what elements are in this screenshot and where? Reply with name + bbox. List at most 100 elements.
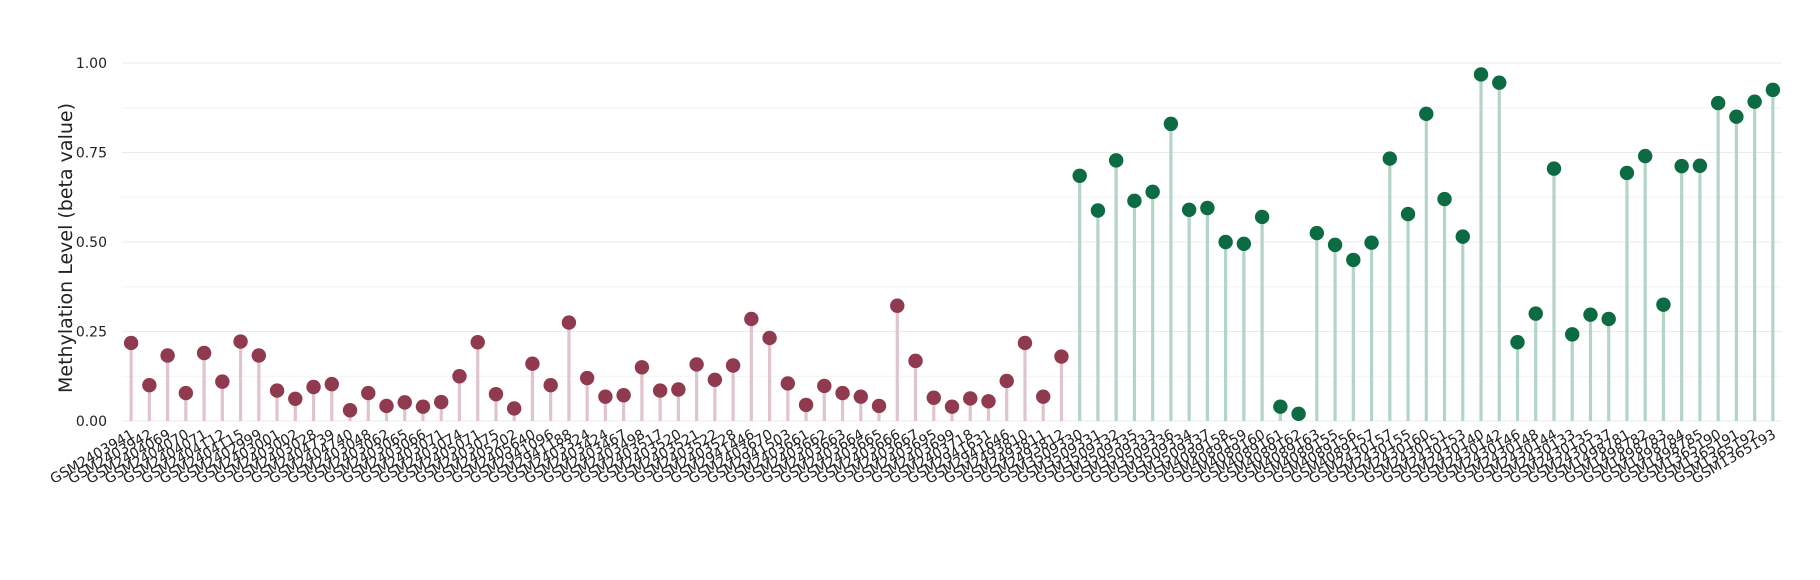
lollipop-point xyxy=(634,360,650,375)
lollipop-point xyxy=(762,330,777,346)
lollipop-stems xyxy=(129,74,1775,421)
lollipop-point xyxy=(963,391,978,406)
lollipop-point xyxy=(616,388,631,403)
lollipop-point xyxy=(1528,306,1543,321)
lollipop-point xyxy=(215,374,230,389)
lollipop-point xyxy=(324,376,339,392)
y-axis-title: Methylation Level (beta value) xyxy=(55,103,77,393)
lollipop-point xyxy=(178,385,194,401)
lollipop-point xyxy=(908,353,923,369)
lollipop-point xyxy=(652,383,668,398)
lollipop-point xyxy=(1036,389,1051,404)
lollipop-point xyxy=(233,334,248,349)
lollipop-point xyxy=(1382,151,1398,166)
lollipop-point xyxy=(1108,153,1124,168)
lollipop-point xyxy=(543,378,558,393)
lollipop-point xyxy=(1656,297,1671,312)
lollipop-point xyxy=(1218,234,1233,250)
lollipop-point xyxy=(798,397,814,413)
lollipop-point xyxy=(1601,311,1616,327)
lollipop-point xyxy=(871,398,887,414)
y-tick-label: 0.50 xyxy=(76,235,107,251)
lollipop-point xyxy=(707,372,723,388)
lollipop-point xyxy=(1710,95,1726,111)
lollipop-point xyxy=(306,379,321,395)
lollipop-point xyxy=(1510,335,1525,350)
lollipop-point xyxy=(196,345,212,361)
lollipop-point xyxy=(926,390,941,405)
lollipop-point xyxy=(361,385,376,401)
lollipop-point xyxy=(397,395,412,410)
lollipop-point xyxy=(452,369,467,384)
lollipop-point xyxy=(1145,184,1160,200)
lollipop-point xyxy=(1346,252,1361,268)
lollipop-point xyxy=(415,399,431,414)
y-tick-label: 0.00 xyxy=(76,414,107,430)
lollipop-point xyxy=(853,389,868,404)
lollipop-point xyxy=(1437,191,1452,207)
lollipop-point xyxy=(160,348,175,363)
lollipop-point xyxy=(944,399,960,414)
lollipop-point xyxy=(1546,161,1562,176)
lollipop-point xyxy=(579,370,595,386)
lollipop-point xyxy=(1254,209,1270,225)
lollipop-point xyxy=(1674,158,1689,174)
lollipop-point xyxy=(1400,206,1416,222)
lollipop-point xyxy=(1637,148,1653,164)
lollipop-point xyxy=(598,389,613,404)
lollipop-point xyxy=(379,398,394,414)
lollipop-point xyxy=(1163,116,1179,132)
y-tick-label: 0.25 xyxy=(76,325,107,341)
lollipop-point xyxy=(1181,202,1197,217)
lollipop-point xyxy=(890,298,905,313)
lollipop-point xyxy=(981,394,996,409)
lollipop-point xyxy=(1619,165,1635,181)
lollipop-point xyxy=(780,376,796,391)
lollipop-point xyxy=(835,385,850,401)
lollipop-point xyxy=(1291,406,1306,422)
lollipop-point xyxy=(1492,75,1507,90)
lollipop-point xyxy=(1419,106,1434,122)
lollipop-point xyxy=(1090,203,1106,218)
lollipop-point xyxy=(1273,399,1288,414)
lollipop-point xyxy=(1729,109,1744,124)
lollipop-point xyxy=(817,378,832,394)
lollipop-point xyxy=(342,403,358,418)
lollipop-point xyxy=(1765,82,1781,98)
lollipop-point xyxy=(561,315,577,330)
lollipop-point xyxy=(269,383,285,398)
lollipop-point xyxy=(689,357,704,372)
lollipop-point xyxy=(1127,193,1142,209)
lollipop-point xyxy=(1309,225,1325,241)
lollipop-point xyxy=(1072,168,1087,183)
lollipop-point xyxy=(1583,307,1598,322)
lollipop-point xyxy=(1017,335,1033,351)
lollipop-point xyxy=(251,348,267,363)
lollipop-point xyxy=(1364,235,1379,250)
lollipop-point xyxy=(488,386,504,402)
lollipop-point xyxy=(1054,349,1069,364)
lollipop-point xyxy=(1236,236,1252,251)
lollipop-point xyxy=(288,391,303,407)
lollipop-point xyxy=(1692,158,1708,173)
grid-lines xyxy=(122,62,1782,422)
lollipop-point xyxy=(725,358,741,373)
lollipop-point xyxy=(1473,67,1489,82)
lollipop-point xyxy=(123,335,139,351)
y-tick-label: 0.75 xyxy=(76,146,107,162)
lollipop-point xyxy=(1455,229,1470,244)
lollipop-point xyxy=(1565,327,1580,342)
lollipop-points xyxy=(123,67,1781,422)
lollipop-point xyxy=(1327,237,1343,253)
lollipop-point xyxy=(470,335,485,350)
lollipop-point xyxy=(671,382,686,397)
lollipop-point xyxy=(506,401,522,416)
lollipop-point xyxy=(142,378,157,393)
lollipop-point xyxy=(525,356,540,371)
lollipop-point xyxy=(999,373,1014,389)
lollipop-point xyxy=(434,394,449,410)
y-axis-tick-labels: 0.00 0.25 0.50 0.75 1.00 xyxy=(76,56,107,430)
x-axis-tick-labels: GSM2403941GSM2403942GSM2404069GSM2404070… xyxy=(48,427,1779,488)
lollipop-point xyxy=(744,311,759,327)
